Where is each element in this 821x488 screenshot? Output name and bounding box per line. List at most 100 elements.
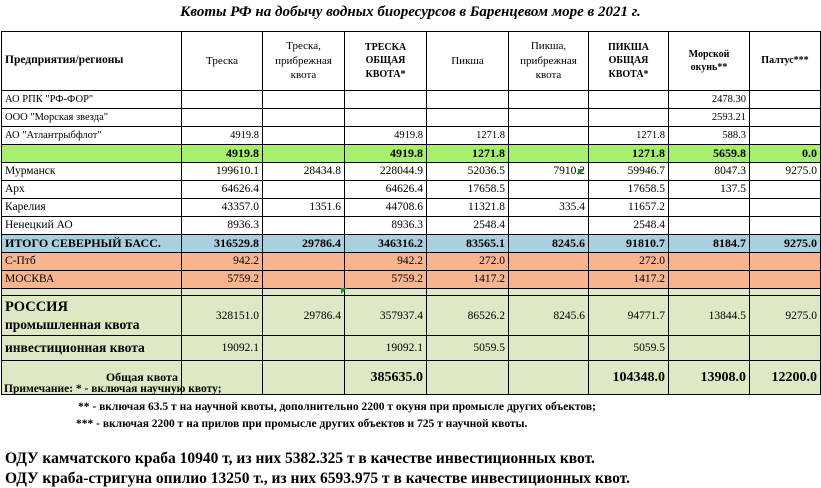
row-label[interactable]: ООО "Морская звезда" (1, 108, 182, 127)
table-cell[interactable] (426, 108, 509, 127)
spacer-cell[interactable] (262, 288, 345, 296)
table-cell[interactable]: 29786.4 (262, 234, 345, 253)
table-cell[interactable]: 1351.6 (262, 198, 345, 217)
table-cell[interactable]: 5059.5 (588, 335, 669, 361)
table-cell[interactable]: 316529.8 (181, 234, 263, 253)
table-cell[interactable]: 91810.7 (588, 234, 669, 253)
table-cell[interactable]: 44708.6 (344, 198, 427, 217)
table-cell[interactable]: 13908.0 (668, 360, 750, 395)
table-cell[interactable] (668, 335, 750, 361)
table-cell[interactable]: 8936.3 (181, 216, 263, 235)
table-cell[interactable]: 228044.9 (344, 162, 427, 181)
table-cell[interactable] (262, 360, 345, 395)
row-label[interactable]: Ненецкий АО (1, 216, 182, 235)
column-header[interactable]: Морской окунь** (668, 31, 750, 91)
table-cell[interactable]: 11321.8 (426, 198, 509, 217)
row-label[interactable]: АО РПК "РФ-ФОР" (1, 90, 182, 109)
table-cell[interactable]: 19092.1 (181, 335, 263, 361)
spacer-cell[interactable] (749, 288, 821, 296)
row-label[interactable]: МОСКВА (1, 270, 182, 289)
table-cell[interactable] (588, 90, 669, 109)
table-cell[interactable] (426, 360, 509, 395)
table-cell[interactable]: 137.5 (668, 180, 750, 199)
table-cell[interactable] (749, 90, 821, 109)
table-cell[interactable]: 64626.4 (344, 180, 427, 199)
table-cell[interactable]: 1271.8 (426, 144, 509, 163)
table-cell[interactable] (262, 144, 345, 163)
table-cell[interactable]: 28434.8 (262, 162, 345, 181)
table-cell[interactable]: 4919.8 (181, 144, 263, 163)
table-cell[interactable]: 328151.0 (181, 295, 263, 336)
row-label[interactable] (1, 144, 182, 163)
table-cell[interactable] (508, 335, 589, 361)
spacer-cell[interactable] (1, 288, 182, 296)
row-label[interactable]: Карелия (1, 198, 182, 217)
table-cell[interactable] (181, 108, 263, 127)
table-cell[interactable]: 4919.8 (344, 126, 427, 145)
table-cell[interactable]: 1271.8 (588, 126, 669, 145)
spacer-cell[interactable] (344, 288, 427, 296)
table-cell[interactable]: 2548.4 (426, 216, 509, 235)
table-cell[interactable]: 5659.8 (668, 144, 750, 163)
table-cell[interactable]: 86526.2 (426, 295, 509, 336)
table-cell[interactable]: 12200.0 (749, 360, 821, 395)
table-cell[interactable]: 8245.6 (508, 234, 589, 253)
table-cell[interactable]: 346316.2 (344, 234, 427, 253)
table-cell[interactable] (262, 126, 345, 145)
table-cell[interactable] (508, 108, 589, 127)
table-cell[interactable]: 357937.4 (344, 295, 427, 336)
table-cell[interactable] (668, 252, 750, 271)
table-cell[interactable]: 942.2 (344, 252, 427, 271)
table-cell[interactable]: 1271.8 (588, 144, 669, 163)
table-cell[interactable]: 11657.2 (588, 198, 669, 217)
table-cell[interactable]: 8184.7 (668, 234, 750, 253)
row-label[interactable]: Арх (1, 180, 182, 199)
spacer-cell[interactable] (426, 288, 509, 296)
spacer-cell[interactable] (508, 288, 589, 296)
table-cell[interactable]: 8047.3 (668, 162, 750, 181)
row-label[interactable]: ИТОГО СЕВЕРНЫЙ БАСС. (1, 234, 182, 253)
table-cell[interactable] (262, 180, 345, 199)
row-label[interactable]: С-Птб (1, 252, 182, 271)
table-cell[interactable] (668, 270, 750, 289)
table-cell[interactable] (426, 90, 509, 109)
table-cell[interactable] (181, 360, 263, 395)
table-cell[interactable]: 13844.5 (668, 295, 750, 336)
table-cell[interactable]: 8245.6 (508, 295, 589, 336)
table-cell[interactable] (749, 270, 821, 289)
table-cell[interactable]: 4919.8 (344, 144, 427, 163)
table-cell[interactable] (508, 216, 589, 235)
table-cell[interactable]: 83565.1 (426, 234, 509, 253)
row-label[interactable]: АО "Атлантрыбфлот" (1, 126, 182, 145)
table-cell[interactable]: 1271.8 (426, 126, 509, 145)
table-cell[interactable]: 4919.8 (181, 126, 263, 145)
table-cell[interactable] (262, 270, 345, 289)
row-label[interactable]: Общая квота (1, 360, 182, 395)
table-cell[interactable]: 19092.1 (344, 335, 427, 361)
column-header[interactable]: Предприятия/регионы (1, 31, 182, 91)
table-cell[interactable] (262, 90, 345, 109)
table-cell[interactable]: 94771.7 (588, 295, 669, 336)
table-cell[interactable]: 43357.0 (181, 198, 263, 217)
table-cell[interactable]: 9275.0 (749, 162, 821, 181)
table-cell[interactable] (749, 108, 821, 127)
table-cell[interactable]: 7910.2 (508, 162, 589, 181)
table-cell[interactable] (508, 144, 589, 163)
table-cell[interactable]: 64626.4 (181, 180, 263, 199)
table-cell[interactable] (344, 90, 427, 109)
table-cell[interactable] (588, 108, 669, 127)
table-cell[interactable] (508, 270, 589, 289)
table-cell[interactable]: 2548.4 (588, 216, 669, 235)
table-cell[interactable] (181, 90, 263, 109)
column-header[interactable]: Палтус*** (749, 31, 821, 91)
table-cell[interactable]: 272.0 (588, 252, 669, 271)
table-cell[interactable]: 588.3 (668, 126, 750, 145)
table-cell[interactable]: 5759.2 (344, 270, 427, 289)
table-cell[interactable]: 1417.2 (588, 270, 669, 289)
column-header[interactable]: Треска, прибрежная квота (262, 31, 345, 91)
table-cell[interactable] (668, 216, 750, 235)
table-cell[interactable] (262, 335, 345, 361)
table-cell[interactable]: 17658.5 (426, 180, 509, 199)
row-label[interactable]: РОССИЯ промышленная квота (1, 295, 182, 336)
table-cell[interactable]: 17658.5 (588, 180, 669, 199)
